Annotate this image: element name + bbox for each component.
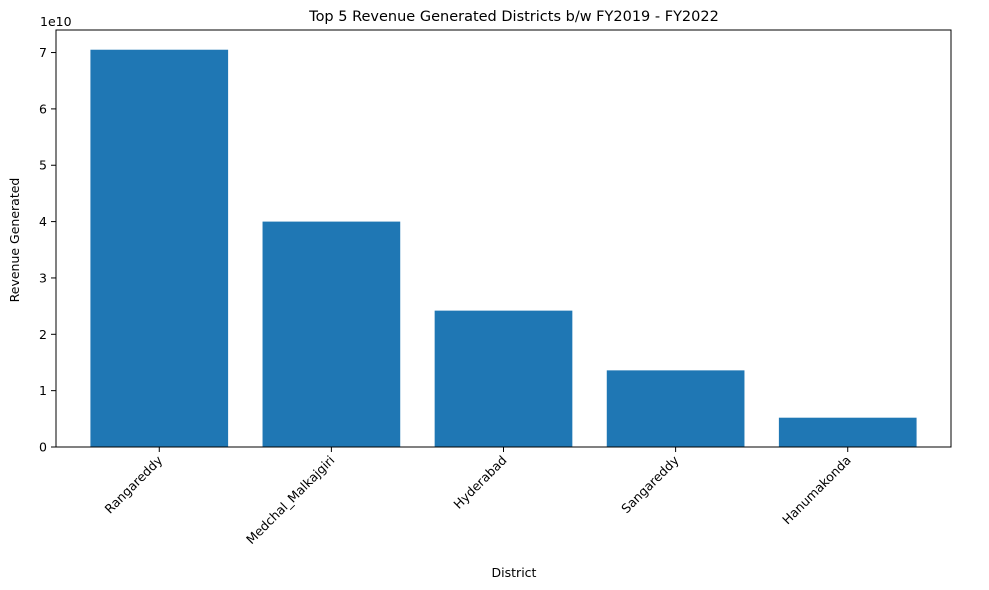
bars-group — [90, 49, 917, 448]
y-axis-offset-label: 1e10 — [40, 14, 72, 29]
bar-rangareddy — [90, 49, 229, 448]
y-axis-ticks: 0 1 2 3 4 5 6 7 — [39, 45, 56, 455]
chart-title: Top 5 Revenue Generated Districts b/w FY… — [308, 9, 719, 25]
x-tick-label: Rangareddy — [101, 452, 165, 516]
x-tick-label: Hyderabad — [450, 453, 509, 512]
y-tick-label: 0 — [39, 440, 47, 455]
bar-hanumakonda — [778, 417, 917, 447]
y-tick-label: 2 — [39, 327, 47, 342]
y-tick-label: 4 — [39, 214, 47, 229]
bar-medchal_malkajgiri — [262, 221, 401, 447]
x-axis-label: District — [492, 565, 537, 580]
plot-frame — [55, 29, 952, 448]
bar-sangareddy — [606, 370, 745, 447]
y-tick-label: 5 — [39, 158, 47, 173]
y-tick-label: 3 — [39, 270, 47, 285]
y-tick-label: 1 — [39, 383, 47, 398]
x-tick-label: Medchal_Malkajgiri — [243, 453, 338, 548]
bar-hyderabad — [434, 310, 573, 447]
x-axis-ticks: Rangareddy Medchal_Malkajgiri Hyderabad San… — [101, 447, 854, 548]
y-tick-label: 6 — [39, 101, 47, 116]
y-tick-label: 7 — [39, 45, 47, 60]
y-axis-label: Revenue Generated — [7, 178, 22, 303]
x-tick-label: Hanumakonda — [779, 453, 854, 528]
x-tick-label: Sangareddy — [618, 452, 682, 516]
